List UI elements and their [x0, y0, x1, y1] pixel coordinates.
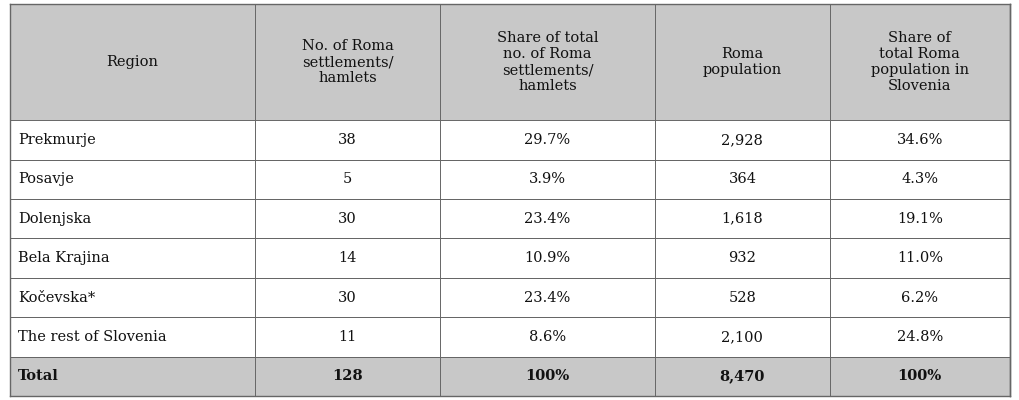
- Bar: [654, 4, 829, 120]
- Text: 23.4%: 23.4%: [524, 290, 570, 304]
- Text: 2,928: 2,928: [720, 133, 762, 147]
- Bar: [10, 357, 255, 396]
- Bar: [829, 357, 1009, 396]
- Text: 29.7%: 29.7%: [524, 133, 570, 147]
- Text: 528: 528: [728, 290, 756, 304]
- Bar: [829, 199, 1009, 238]
- Text: Bela Krajina: Bela Krajina: [18, 251, 110, 265]
- Text: Posavje: Posavje: [18, 172, 74, 186]
- Text: Dolenjska: Dolenjska: [18, 212, 92, 226]
- Bar: [10, 120, 255, 160]
- Bar: [255, 4, 439, 120]
- Text: 11.0%: 11.0%: [896, 251, 942, 265]
- Text: 2,100: 2,100: [720, 330, 762, 344]
- Bar: [255, 238, 439, 278]
- Bar: [255, 120, 439, 160]
- Text: Roma
population: Roma population: [702, 47, 782, 77]
- Bar: [829, 317, 1009, 357]
- Bar: [654, 278, 829, 317]
- Bar: [255, 278, 439, 317]
- Text: Share of
total Roma
population in
Slovenia: Share of total Roma population in Sloven…: [870, 31, 968, 94]
- Text: 1,618: 1,618: [720, 212, 762, 226]
- Bar: [439, 160, 654, 199]
- Text: 3.9%: 3.9%: [529, 172, 566, 186]
- Text: 23.4%: 23.4%: [524, 212, 570, 226]
- Text: 5: 5: [342, 172, 352, 186]
- Text: 38: 38: [338, 133, 357, 147]
- Text: 30: 30: [338, 290, 357, 304]
- Text: 14: 14: [338, 251, 357, 265]
- Bar: [654, 160, 829, 199]
- Bar: [439, 4, 654, 120]
- Text: 24.8%: 24.8%: [896, 330, 942, 344]
- Bar: [654, 317, 829, 357]
- Bar: [439, 199, 654, 238]
- Bar: [439, 120, 654, 160]
- Bar: [255, 317, 439, 357]
- Bar: [255, 160, 439, 199]
- Text: 364: 364: [728, 172, 756, 186]
- Bar: [10, 238, 255, 278]
- Text: 100%: 100%: [525, 369, 569, 383]
- Text: No. of Roma
settlements/
hamlets: No. of Roma settlements/ hamlets: [302, 39, 393, 85]
- Text: 128: 128: [332, 369, 363, 383]
- Text: 932: 932: [728, 251, 756, 265]
- Bar: [10, 160, 255, 199]
- Text: 8,470: 8,470: [719, 369, 764, 383]
- Text: 8.6%: 8.6%: [529, 330, 566, 344]
- Text: Total: Total: [18, 369, 59, 383]
- Text: 6.2%: 6.2%: [901, 290, 937, 304]
- Text: 100%: 100%: [897, 369, 941, 383]
- Bar: [654, 357, 829, 396]
- Bar: [10, 4, 255, 120]
- Bar: [654, 238, 829, 278]
- Text: 19.1%: 19.1%: [896, 212, 942, 226]
- Bar: [829, 238, 1009, 278]
- Text: 10.9%: 10.9%: [524, 251, 570, 265]
- Bar: [829, 120, 1009, 160]
- Text: Kočevska*: Kočevska*: [18, 290, 96, 304]
- Bar: [439, 357, 654, 396]
- Bar: [829, 278, 1009, 317]
- Bar: [829, 160, 1009, 199]
- Bar: [10, 317, 255, 357]
- Text: The rest of Slovenia: The rest of Slovenia: [18, 330, 167, 344]
- Bar: [654, 120, 829, 160]
- Text: 4.3%: 4.3%: [901, 172, 937, 186]
- Text: Region: Region: [107, 55, 159, 69]
- Text: Share of total
no. of Roma
settlements/
hamlets: Share of total no. of Roma settlements/ …: [496, 31, 598, 94]
- Text: 34.6%: 34.6%: [896, 133, 943, 147]
- Text: 30: 30: [338, 212, 357, 226]
- Bar: [439, 278, 654, 317]
- Bar: [255, 199, 439, 238]
- Bar: [439, 317, 654, 357]
- Bar: [255, 357, 439, 396]
- Bar: [10, 278, 255, 317]
- Text: Prekmurje: Prekmurje: [18, 133, 96, 147]
- Bar: [439, 238, 654, 278]
- Bar: [10, 199, 255, 238]
- Bar: [829, 4, 1009, 120]
- Text: 11: 11: [338, 330, 357, 344]
- Bar: [654, 199, 829, 238]
